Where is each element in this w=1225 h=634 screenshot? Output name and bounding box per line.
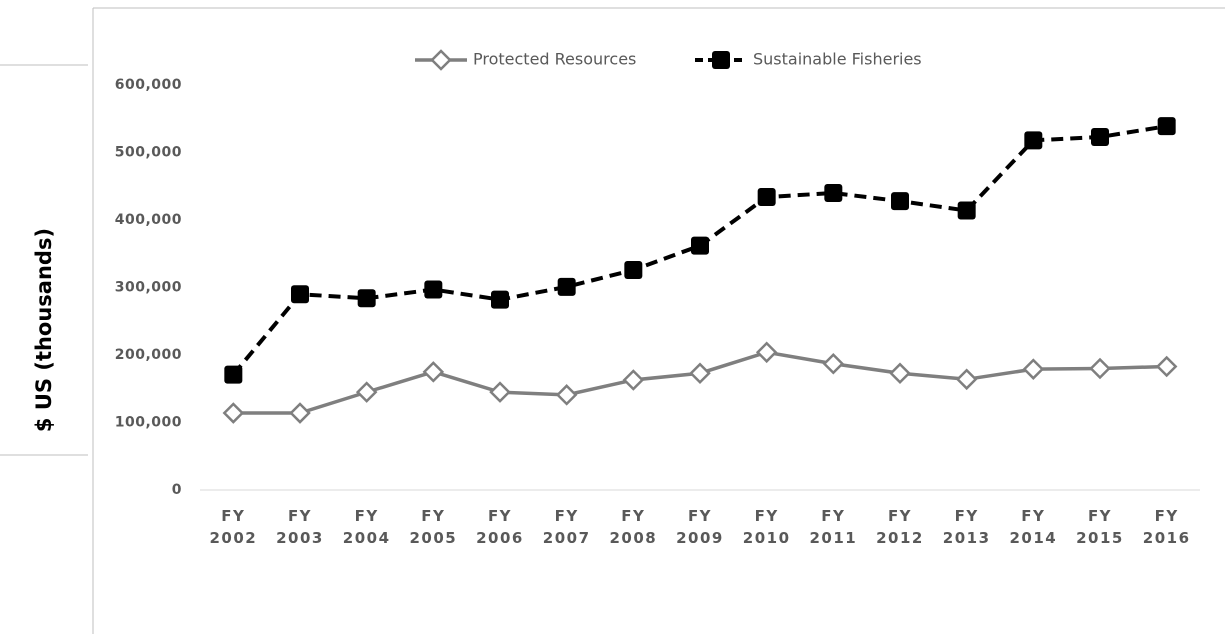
point-marker: [557, 277, 576, 296]
y-axis-label: $ US (thousands): [32, 228, 56, 432]
y-tick-label: 300,000: [115, 280, 182, 296]
x-tick-label: FY 2013: [943, 507, 991, 547]
x-tick-label: FY 2011: [809, 507, 857, 547]
point-marker: [422, 361, 445, 383]
point-marker: [1157, 117, 1176, 136]
x-tick-label: FY 2002: [209, 507, 257, 547]
point-marker: [355, 381, 378, 403]
legend-label: Protected Resources: [473, 50, 636, 69]
y-tick-label: 400,000: [115, 212, 182, 228]
point-marker: [891, 192, 909, 211]
x-tick-label: FY 2007: [543, 507, 591, 547]
point-marker: [489, 381, 511, 403]
x-tick-label: FY 2012: [876, 507, 924, 547]
point-marker: [222, 402, 245, 424]
point-marker: [889, 362, 911, 384]
point-marker: [289, 402, 311, 424]
point-marker: [1155, 355, 1178, 378]
point-marker: [424, 280, 443, 299]
x-tick-label: FY 2016: [1143, 507, 1191, 547]
y-tick-label: 600,000: [115, 77, 182, 93]
x-tick-label: FY 2005: [409, 507, 457, 547]
point-marker: [689, 362, 711, 384]
x-tick-label: FY 2010: [743, 507, 791, 547]
point-marker: [224, 365, 243, 384]
x-tick-label: FY 2014: [1009, 507, 1057, 547]
point-marker: [1091, 127, 1109, 146]
point-marker: [957, 201, 976, 220]
y-tick-label: 200,000: [115, 347, 182, 363]
point-marker: [622, 369, 645, 391]
point-marker: [955, 368, 978, 391]
point-marker: [824, 184, 843, 202]
x-tick-label: FY 2003: [276, 507, 324, 547]
y-tick-label: 100,000: [115, 415, 182, 431]
y-tick-label: 0: [172, 482, 182, 498]
legend-marker: [430, 49, 452, 71]
legend-label: Sustainable Fisheries: [753, 50, 922, 69]
point-marker: [291, 285, 309, 304]
point-marker: [357, 289, 376, 308]
x-tick-label: FY 2008: [609, 507, 657, 547]
x-tick-label: FY 2009: [676, 507, 724, 547]
y-tick-label: 500,000: [115, 145, 182, 161]
point-marker: [757, 188, 776, 207]
point-marker: [822, 353, 845, 375]
point-marker: [691, 236, 709, 255]
point-marker: [1022, 358, 1045, 380]
legend-marker: [712, 51, 730, 69]
x-tick-label: FY 2015: [1076, 507, 1124, 547]
point-marker: [491, 290, 509, 309]
point-marker: [624, 260, 643, 279]
x-tick-label: FY 2006: [476, 507, 524, 547]
point-marker: [1024, 131, 1043, 150]
x-tick-label: FY 2004: [343, 507, 391, 547]
point-marker: [1089, 357, 1111, 380]
point-marker: [555, 384, 578, 406]
point-marker: [755, 341, 778, 364]
